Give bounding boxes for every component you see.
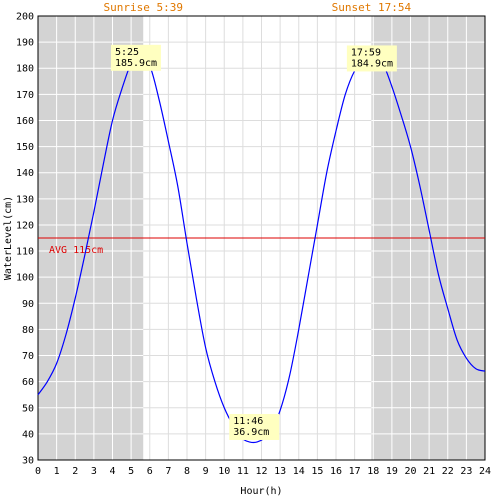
y-tick-label: 160	[16, 116, 34, 127]
y-tick-label: 130	[16, 194, 34, 205]
y-tick-label: 50	[22, 403, 34, 414]
x-tick-label: 5	[128, 466, 134, 477]
y-tick-labels: 30 40 50 60 70 80 90 100 110 120 130 140 150 160 170 18…	[16, 12, 34, 467]
x-tick-label: 13	[274, 466, 286, 477]
y-tick-label: 170	[16, 90, 34, 101]
x-tick-label: 23	[460, 466, 472, 477]
x-tick-labels: 0 1 2 3 4 5 6 7 8 9 10 11 12 13 14 15 16 17 18 19 20 21 22 23 24	[35, 466, 491, 477]
x-tick-label: 1	[54, 466, 60, 477]
x-tick-label: 10	[218, 466, 230, 477]
x-tick-label: 8	[184, 466, 190, 477]
x-tick-label: 17	[349, 466, 361, 477]
y-tick-label: 200	[16, 12, 34, 23]
x-tick-label: 7	[165, 466, 171, 477]
annotation-level: 184.9cm	[351, 58, 393, 69]
annotation-time: 11:46	[233, 416, 263, 427]
annotation-level: 36.9cm	[233, 427, 269, 438]
x-tick-label: 16	[330, 466, 342, 477]
x-tick-label: 22	[442, 466, 454, 477]
x-tick-label: 24	[479, 466, 491, 477]
x-tick-label: 14	[293, 466, 305, 477]
x-tick-label: 0	[35, 466, 41, 477]
y-axis-label: WaterLevel(cm)	[3, 196, 14, 280]
y-tick-label: 150	[16, 142, 34, 153]
y-tick-label: 90	[22, 299, 34, 310]
x-tick-label: 19	[386, 466, 398, 477]
x-tick-label: 20	[404, 466, 416, 477]
x-tick-label: 6	[147, 466, 153, 477]
x-tick-label: 11	[237, 466, 249, 477]
sunset-label: Sunset 17:54	[332, 1, 412, 14]
y-tick-label: 60	[22, 377, 34, 388]
y-tick-label: 80	[22, 325, 34, 336]
y-tick-label: 110	[16, 247, 34, 258]
annotation-level: 185.9cm	[115, 58, 157, 69]
x-tick-label: 21	[423, 466, 435, 477]
y-tick-label: 100	[16, 273, 34, 284]
y-tick-label: 70	[22, 351, 34, 362]
x-axis-label: Hour(h)	[240, 486, 282, 497]
x-tick-label: 15	[311, 466, 323, 477]
x-tick-label: 2	[72, 466, 78, 477]
annotation-box	[110, 44, 161, 71]
x-tick-label: 18	[367, 466, 379, 477]
y-tick-label: 120	[16, 220, 34, 231]
y-tick-label: 140	[16, 168, 34, 179]
annotation-box	[229, 413, 280, 440]
y-tick-label: 180	[16, 64, 34, 75]
sunrise-label: Sunrise 5:39	[103, 1, 182, 14]
y-tick-label: 190	[16, 38, 34, 49]
annotation-time: 17:59	[351, 47, 381, 58]
x-tick-label: 3	[91, 466, 97, 477]
average-label: AVG 115cm	[49, 245, 103, 256]
x-tick-label: 12	[255, 466, 267, 477]
annotation-box	[346, 45, 397, 72]
x-tick-label: 4	[109, 466, 115, 477]
y-tick-label: 30	[22, 456, 34, 467]
y-tick-label: 40	[22, 429, 34, 440]
annotation-time: 5:25	[115, 47, 139, 58]
x-tick-label: 9	[203, 466, 209, 477]
